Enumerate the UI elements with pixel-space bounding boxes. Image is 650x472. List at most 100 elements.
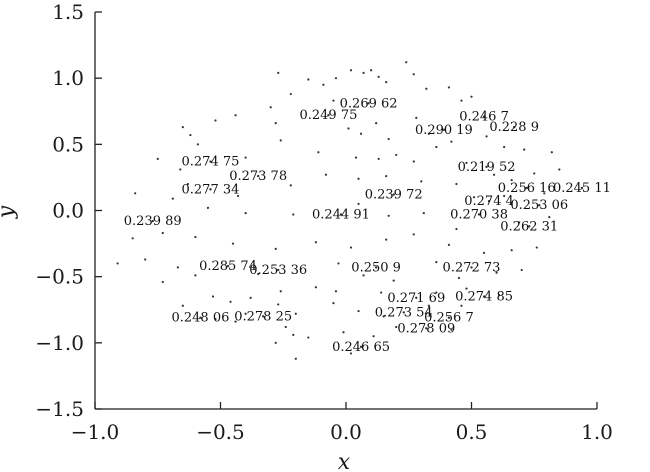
scatter-point	[307, 336, 310, 339]
scatter-point	[292, 333, 295, 336]
data-label: 0.256 7	[424, 311, 474, 326]
scatter-point	[289, 92, 292, 96]
scatter-point	[354, 156, 358, 159]
scatter-point	[460, 99, 463, 102]
scatter-point	[144, 258, 147, 261]
data-label: 0.253 36	[249, 263, 307, 278]
scatter-point	[377, 157, 380, 160]
scatter-point	[206, 206, 210, 209]
annotated-point	[256, 174, 260, 178]
scatter-point	[558, 168, 561, 171]
scatter-point	[244, 156, 247, 159]
scatter-point	[450, 328, 453, 331]
scatter-point	[385, 81, 388, 84]
scatter-point	[211, 295, 215, 298]
data-label: 0.253 06	[510, 198, 568, 213]
y-tick-label: 0.5	[52, 132, 84, 156]
annotated-point	[528, 225, 531, 228]
scatter-point	[447, 86, 451, 89]
data-label: 0.278 25	[234, 309, 292, 324]
scatter-point	[498, 294, 501, 297]
scatter-point	[503, 145, 506, 149]
scatter-point	[465, 161, 468, 164]
scatter-point	[543, 192, 546, 195]
data-label: 0.273 78	[229, 169, 287, 184]
scatter-point	[510, 249, 513, 252]
scatter-point	[412, 73, 415, 76]
scatter-point	[457, 276, 461, 280]
scatter-point	[492, 173, 496, 176]
scatter-point	[334, 77, 338, 80]
scatter-point	[347, 127, 350, 130]
scatter-point	[249, 296, 252, 299]
scatter-point	[485, 135, 488, 138]
annotated-point	[442, 128, 446, 131]
scatter-point	[189, 133, 192, 137]
annotated-point	[367, 102, 370, 105]
x-tick-label: −0.5	[196, 420, 245, 444]
scatter-point	[171, 197, 174, 200]
y-tick-label: 1.5	[52, 0, 84, 24]
scatter-point	[274, 341, 277, 344]
annotated-point	[402, 311, 405, 314]
data-label: 0.239 72	[365, 188, 423, 203]
scatter-point	[317, 151, 320, 154]
annotated-point	[151, 219, 154, 223]
y-axis-ticks: −1.5 −1.0 −0.5 0.0 0.5 1.0 1.5	[35, 0, 102, 421]
scatter-point	[274, 247, 277, 250]
scatter-point	[503, 194, 506, 198]
annotated-point	[477, 213, 481, 216]
scatter-point	[465, 287, 468, 290]
x-tick-label: 0.0	[330, 420, 362, 444]
annotated-point	[392, 193, 395, 196]
scatter-point	[495, 271, 498, 274]
scatter-point	[314, 286, 317, 289]
data-label: 0.272 73	[443, 260, 501, 275]
x-tick-label: 1.0	[581, 420, 613, 444]
data-label: 0.250 9	[351, 260, 401, 275]
annotated-point	[425, 327, 428, 330]
scatter-point	[455, 227, 458, 231]
scatter-point	[435, 291, 438, 294]
x-tick-label: 0.5	[456, 420, 488, 444]
data-label: 0.248 06	[171, 311, 229, 326]
scatter-point	[292, 213, 295, 216]
data-label: 0.249 75	[299, 108, 357, 123]
scatter-point	[523, 148, 526, 151]
annotated-point	[339, 213, 343, 216]
scatter-point	[322, 83, 325, 86]
scatter-point	[294, 357, 297, 360]
scatter-point	[244, 312, 247, 315]
y-tick-label: 1.0	[52, 66, 84, 90]
scatter-point	[214, 317, 217, 321]
scatter-point	[405, 61, 408, 64]
scatter-point	[420, 180, 423, 183]
scatter-point	[510, 178, 513, 182]
data-label: 0.290 19	[415, 123, 473, 138]
scatter-point	[412, 160, 415, 163]
scatter-point	[179, 168, 182, 171]
scatter-point	[548, 216, 551, 219]
scatter-point	[387, 214, 390, 217]
annotated-point	[261, 315, 265, 318]
scatter-points	[116, 61, 561, 360]
scatter-point	[349, 69, 353, 72]
y-tick-label: −0.5	[35, 265, 84, 289]
scatter-point	[284, 325, 287, 329]
annotated-point	[359, 345, 363, 349]
data-label: 0.269 62	[340, 96, 398, 111]
scatter-point	[289, 184, 292, 187]
y-axis-title: y	[0, 205, 19, 219]
scatter-point	[349, 246, 353, 249]
annotated-point	[580, 186, 584, 190]
scatter-point	[294, 312, 297, 315]
scatter-point	[274, 122, 277, 125]
scatter-point	[214, 119, 217, 122]
scatter-point	[196, 143, 200, 146]
data-label: 0.270 38	[450, 207, 508, 222]
scatter-point	[357, 202, 360, 205]
scatter-point	[229, 300, 232, 303]
data-label: 0.246 7	[459, 110, 509, 125]
scatter-point	[349, 352, 353, 355]
